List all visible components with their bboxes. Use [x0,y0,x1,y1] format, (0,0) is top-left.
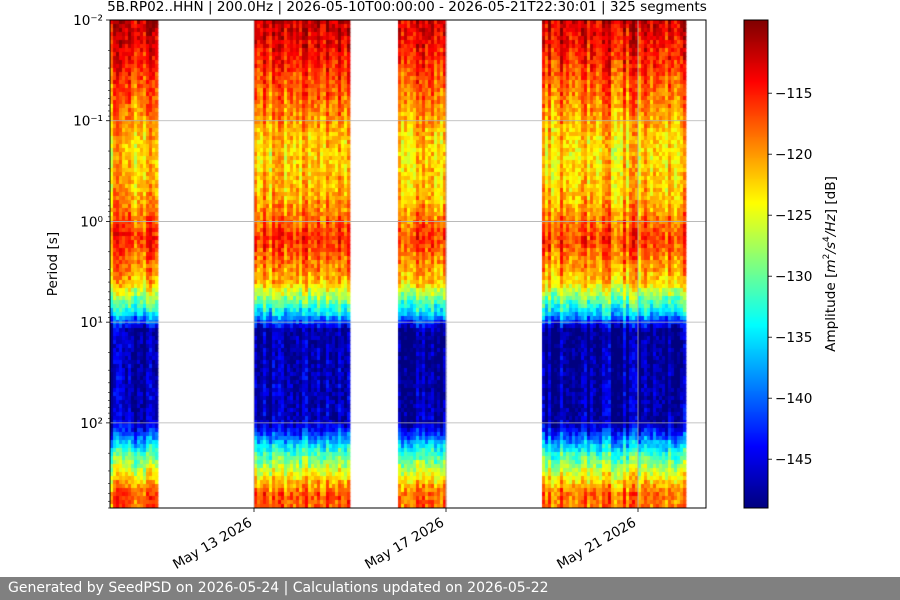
y-tick-label: 10² [80,416,103,432]
colorbar-tick-label: −120 [775,147,812,163]
x-tick-label: May 13 2026 [170,515,255,573]
colorbar-frame [743,19,769,509]
spectrogram-heatmap [110,20,706,508]
y-axis-label: Period [s] [45,232,61,296]
colorbar-tick-label: −125 [775,208,812,224]
grid-lines [110,20,706,508]
colorbar-ticks: −115 −120 −125 −130 −135 −140 −145 [768,86,812,468]
y-tick-label: 10¹ [80,315,103,331]
chart-title: 5B.RP02..HHN | 200.0Hz | 2026-05-10T00:0… [107,0,707,15]
y-tick-label: 10⁻² [73,13,103,29]
colorbar-tick-label: −145 [775,452,812,468]
x-axis-ticks: May 13 2026 May 17 2026 May 21 2026 [170,508,639,573]
y-tick-label: 10⁻¹ [73,114,103,130]
colorbar-tick-label: −130 [775,269,812,285]
colorbar-tick-label: −140 [775,391,812,407]
colorbar-tick-label: −135 [775,330,812,346]
plot-frame [109,19,707,509]
x-tick-label: May 17 2026 [362,515,447,573]
y-tick-label: 10⁰ [80,214,103,230]
x-tick-label: May 21 2026 [554,515,639,573]
colorbar-tick-label: −115 [775,86,812,102]
colorbar-gradient [744,20,768,508]
y-axis-ticks: 10⁻² 10⁻¹ 10⁰ 10¹ 10² [73,13,110,509]
colorbar-label: Amplitude [m2/s4/Hz] [dB] [822,176,839,352]
footer-status: Generated by SeedPSD on 2026-05-24 | Cal… [0,577,900,600]
